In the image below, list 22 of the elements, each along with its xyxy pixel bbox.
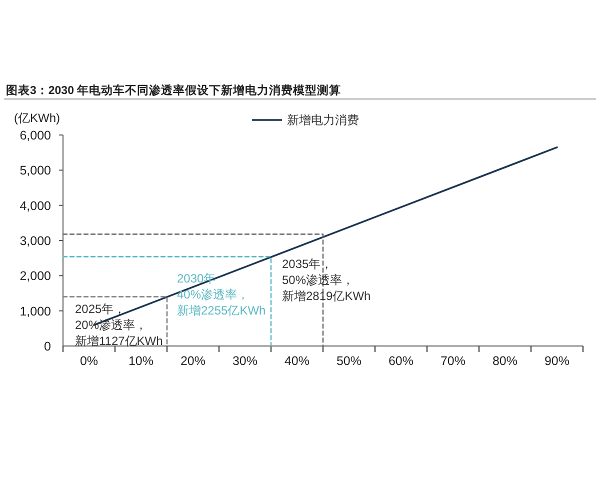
annotation: 2025年，20%渗透率，新增1127亿KWh xyxy=(75,302,163,348)
y-axis-title: (亿KWh) xyxy=(14,111,60,125)
x-tick-label: 70% xyxy=(440,354,466,368)
y-tick-label: 1,000 xyxy=(20,304,52,318)
y-tick-label: 6,000 xyxy=(20,128,52,142)
x-tick-label: 60% xyxy=(388,354,414,368)
annotation: 2035年，50%渗透率，新增2819亿KWh xyxy=(282,257,371,304)
x-tick-label: 80% xyxy=(492,354,518,368)
y-tick-label: 5,000 xyxy=(20,164,52,178)
legend-label: 新增电力消费 xyxy=(287,113,359,127)
y-tick-label: 2,000 xyxy=(20,269,52,284)
x-tick-label: 10% xyxy=(128,354,154,368)
x-tick-label: 40% xyxy=(284,354,310,368)
x-tick-label: 30% xyxy=(232,354,258,368)
x-tick-label: 50% xyxy=(336,354,362,368)
y-tick-label: 0 xyxy=(44,340,52,354)
x-tick-label: 0% xyxy=(80,354,98,368)
y-tick-label: 4,000 xyxy=(20,198,52,213)
chart-title: 图表3：2030 年电动车不同渗透率假设下新增电力消费模型测算 xyxy=(6,83,342,97)
y-tick-label: 3,000 xyxy=(20,234,52,248)
x-tick-label: 20% xyxy=(180,354,206,368)
x-tick-label: 90% xyxy=(544,354,570,368)
